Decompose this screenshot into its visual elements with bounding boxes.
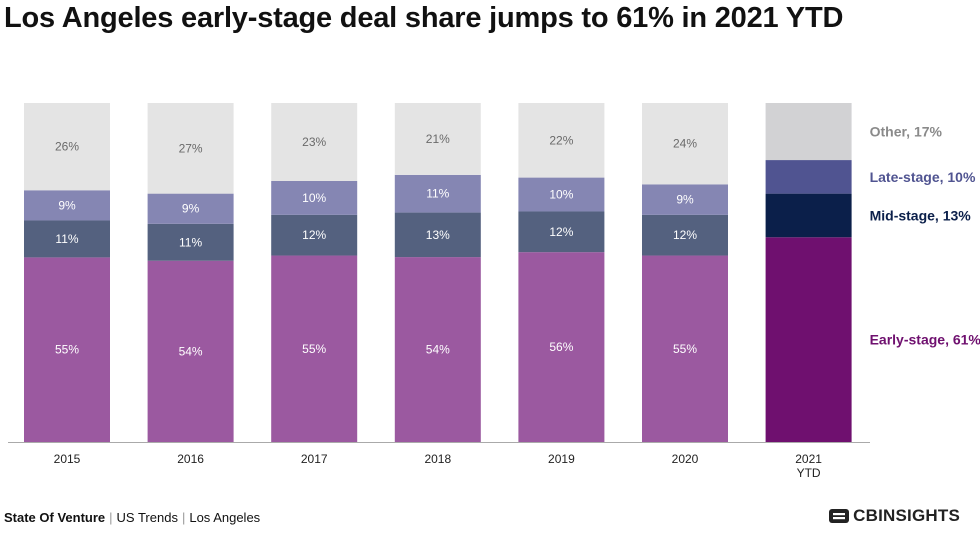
- x-tick-label: 2016: [177, 452, 204, 466]
- data-label-early-stage: 56%: [549, 340, 573, 354]
- bar-segment-early-stage-2021-ytd: [765, 237, 852, 442]
- bar-segment-other-2015: [24, 103, 110, 191]
- bar-segment-other-2019: [518, 103, 605, 178]
- bar-segment-late-stage-2018: [394, 174, 481, 213]
- x-tick-label: 2019: [548, 452, 575, 466]
- data-label-other: 23%: [302, 135, 326, 149]
- data-label-early-stage: 54%: [426, 343, 450, 357]
- data-label-early-stage: 54%: [179, 344, 203, 358]
- data-label-early-stage: 55%: [302, 342, 326, 356]
- bar-segment-early-stage-2016: [147, 260, 234, 442]
- bar-segment-late-stage-2020: [642, 184, 728, 215]
- data-label-early-stage: 55%: [55, 343, 79, 357]
- legend-label-mid-stage: Mid-stage, 13%: [870, 207, 972, 223]
- bar-segment-early-stage-2017: [271, 255, 358, 442]
- x-tick-label: 2015: [54, 452, 81, 466]
- footer-part-2: Los Angeles: [189, 510, 261, 525]
- bar-segment-early-stage-2020: [642, 255, 728, 442]
- x-tick-label: 2017: [301, 452, 328, 466]
- legend-label-other: Other, 17%: [870, 124, 943, 140]
- data-label-other: 24%: [673, 137, 697, 151]
- x-tick-label: 2021: [795, 452, 822, 466]
- bar-segment-mid-stage-2015: [24, 220, 110, 258]
- footer-separator: |: [181, 510, 186, 525]
- bar-segment-late-stage-2019: [518, 177, 605, 212]
- footer-part-1: US Trends: [116, 510, 178, 525]
- chart-title: Los Angeles early-stage deal share jumps…: [4, 2, 844, 34]
- legend-label-early-stage: Early-stage, 61%: [870, 332, 980, 348]
- data-label-mid-stage: 12%: [302, 228, 326, 242]
- data-label-other: 22%: [549, 133, 573, 147]
- data-label-late-stage: 9%: [58, 198, 76, 212]
- bar-segment-other-2017: [271, 103, 358, 181]
- bar-segment-early-stage-2018: [394, 257, 481, 442]
- bar-segment-late-stage-2021-ytd: [765, 160, 852, 194]
- data-label-late-stage: 9%: [182, 202, 200, 216]
- bar-segment-mid-stage-2018: [394, 212, 481, 258]
- bar-segment-late-stage-2017: [271, 180, 358, 215]
- bar-segment-mid-stage-2017: [271, 214, 358, 256]
- data-label-other: 27%: [179, 141, 203, 155]
- data-label-mid-stage: 11%: [179, 235, 202, 249]
- data-label-other: 21%: [426, 132, 450, 146]
- data-label-late-stage: 9%: [676, 193, 694, 207]
- bar-segment-other-2018: [394, 103, 481, 175]
- bar-segment-late-stage-2015: [24, 190, 110, 221]
- data-label-late-stage: 10%: [302, 191, 326, 205]
- data-label-mid-stage: 11%: [55, 232, 78, 246]
- bar-segment-mid-stage-2021-ytd: [765, 193, 852, 238]
- bar-segment-mid-stage-2016: [147, 223, 234, 261]
- bar-segment-mid-stage-2020: [642, 214, 728, 256]
- cb-insights-logo: CBINSIGHTS: [829, 505, 960, 527]
- bar-segment-other-2016: [147, 103, 234, 194]
- bar-segment-late-stage-2016: [147, 193, 234, 224]
- bar-segment-early-stage-2019: [518, 252, 605, 442]
- x-tick-label: 2020: [672, 452, 699, 466]
- data-label-early-stage: 55%: [673, 342, 697, 356]
- bar-segment-other-2021-ytd: [765, 103, 852, 161]
- stacked-bar-chart: 55% 11% 9% 26% 2015 54% 11% 9% 27% 2016 55% 12% 10% 2…: [8, 103, 980, 480]
- x-tick-label: YTD: [797, 466, 821, 480]
- data-label-late-stage: 10%: [549, 188, 573, 202]
- footer: State Of Venture | US Trends | Los Angeles: [4, 510, 260, 525]
- bar-segment-mid-stage-2019: [518, 211, 605, 253]
- x-tick-label: 2018: [424, 452, 451, 466]
- bar-segment-other-2020: [642, 103, 728, 185]
- cb-insights-logo-text: CBINSIGHTS: [853, 506, 960, 525]
- data-label-mid-stage: 13%: [426, 228, 450, 242]
- legend-label-late-stage: Late-stage, 10%: [870, 169, 976, 185]
- data-label-mid-stage: 12%: [549, 225, 573, 239]
- data-label-late-stage: 11%: [426, 187, 449, 201]
- footer-separator: |: [109, 510, 113, 525]
- data-label-mid-stage: 12%: [673, 228, 697, 242]
- bar-segment-early-stage-2015: [24, 257, 110, 442]
- footer-source: State Of Venture: [4, 510, 106, 525]
- cb-insights-logo-mark-icon: [829, 509, 850, 523]
- data-label-other: 26%: [55, 140, 79, 154]
